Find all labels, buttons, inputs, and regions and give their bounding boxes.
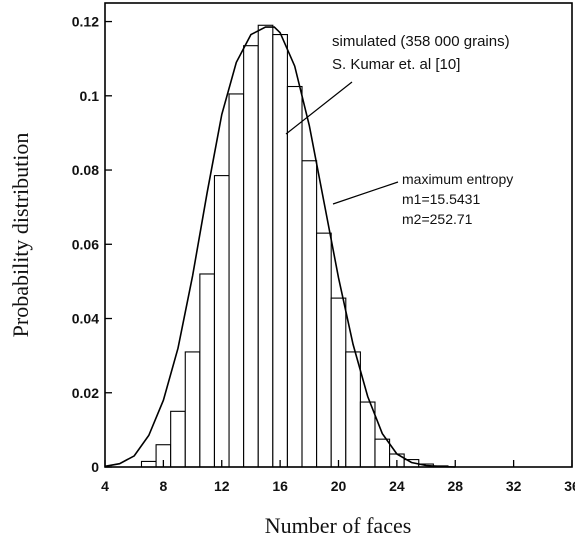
- histogram-bar: [330, 297, 347, 468]
- histogram-bar: [170, 410, 186, 468]
- max-entropy-curve: [104, 26, 456, 468]
- histogram-bar: [301, 160, 318, 468]
- annotation-simulated-pointer: [285, 81, 353, 135]
- x-tick-label: 32: [506, 478, 522, 494]
- y-axis-title: Probability distribution: [8, 133, 33, 338]
- y-tick-label: 0.06: [72, 236, 99, 252]
- x-tick-label: 8: [159, 478, 167, 494]
- x-axis-title: Number of faces: [265, 513, 412, 538]
- x-tick-label: 12: [214, 478, 230, 494]
- histogram-bar: [257, 24, 274, 468]
- histogram-bar: [345, 351, 361, 468]
- histogram-bar: [140, 460, 157, 468]
- histogram-bar: [228, 93, 245, 468]
- histogram-bar: [272, 34, 288, 468]
- annotation-maxent-pointer: [332, 181, 399, 205]
- histogram-bar: [243, 45, 259, 468]
- y-tick-label: 0.1: [80, 88, 100, 104]
- y-tick-label: 0.08: [72, 162, 99, 178]
- x-tick-label: 36: [564, 478, 575, 494]
- histogram-bar: [184, 351, 201, 468]
- histogram-bar: [199, 273, 216, 468]
- y-tick-label: 0: [91, 459, 99, 475]
- annotation-maxent-line3: m2=252.71: [402, 211, 473, 227]
- annotation-maxent-line2: m1=15.5431: [402, 191, 480, 207]
- histogram-bar: [286, 85, 303, 468]
- histogram-bars: [140, 24, 449, 468]
- x-tick-label: 16: [272, 478, 288, 494]
- histogram-bar: [316, 232, 332, 468]
- x-tick-label: 24: [389, 478, 405, 494]
- y-tick-label: 0.04: [72, 311, 99, 327]
- x-axis-ticks: 4 8 12 16 20 24 28 32 36: [101, 460, 575, 494]
- histogram-bar: [213, 175, 230, 468]
- x-tick-label: 20: [331, 478, 347, 494]
- histogram-bar: [359, 401, 376, 468]
- annotation-simulated-line1: simulated (358 000 grains): [332, 33, 510, 50]
- x-tick-label: 28: [447, 478, 463, 494]
- x-tick-label: 4: [101, 478, 109, 494]
- y-tick-label: 0.12: [72, 14, 99, 30]
- annotation-maxent-line1: maximum entropy: [402, 171, 513, 187]
- annotation-simulated-line2: S. Kumar et. al [10]: [332, 56, 460, 73]
- histogram-bar: [374, 438, 391, 468]
- y-tick-label: 0.02: [72, 385, 99, 401]
- y-axis-ticks: 0 0.02 0.04 0.06 0.08 0.1 0.12: [72, 14, 112, 475]
